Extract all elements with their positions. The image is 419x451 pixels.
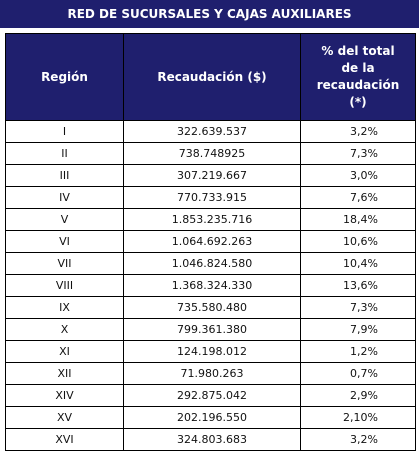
column-header-text: % del total de la recaudación (*) [316,44,400,109]
table-cell: 1.046.824.580 [123,252,301,275]
table-row: XIV 292.875.042 2,9% [5,384,416,407]
table-cell: 7,3% [300,142,416,165]
table-cell: XII [5,362,124,385]
table-cell: XVI [5,428,124,451]
table-cell: 322.639.537 [123,120,301,143]
table-cell: X [5,318,124,341]
table-cell: IV [5,186,124,209]
table-cell: 7,9% [300,318,416,341]
table-cell: II [5,142,124,165]
table-cell: 10,4% [300,252,416,275]
header-row: Región Recaudación ($) % del total de la r… [5,33,416,121]
table-cell: 3,2% [300,428,416,451]
table-cell: 292.875.042 [123,384,301,407]
column-header-text: Región [41,70,88,84]
table-cell: 770.733.915 [123,186,301,209]
table-row: VI 1.064.692.263 10,6% [5,230,416,253]
column-header-text: Recaudación ($) [157,70,267,84]
column-header: % del total de la recaudación (*) [300,33,416,121]
table-cell: 13,6% [300,274,416,297]
table-row: IV 770.733.915 7,6% [5,186,416,209]
table-cell: 735.580.480 [123,296,301,319]
table-cell: 71.980.263 [123,362,301,385]
table-row: V 1.853.235.716 18,4% [5,208,416,231]
table-cell: 202.196.550 [123,406,301,429]
table-cell: 2,10% [300,406,416,429]
table-row: X 799.361.380 7,9% [5,318,416,341]
column-header: Recaudación ($) [123,33,301,121]
table-cell: 7,6% [300,186,416,209]
table-cell: XIV [5,384,124,407]
table-cell: 7,3% [300,296,416,319]
table-row: IX 735.580.480 7,3% [5,296,416,319]
table-row: III 307.219.667 3,0% [5,164,416,187]
table-cell: XV [5,406,124,429]
table-cell: 10,6% [300,230,416,253]
table-cell: 18,4% [300,208,416,231]
table-row: XVI 324.803.683 3,2% [5,428,416,451]
table-cell: 1,2% [300,340,416,363]
table-cell: 3,0% [300,164,416,187]
column-header: Región [5,33,124,121]
table-row: VII 1.046.824.580 10,4% [5,252,416,275]
table-cell: VII [5,252,124,275]
table-cell: 738.748925 [123,142,301,165]
table-cell: 799.361.380 [123,318,301,341]
table-cell: IX [5,296,124,319]
table-cell: 124.198.012 [123,340,301,363]
table-cell: 1.064.692.263 [123,230,301,253]
table-cell: 307.219.667 [123,164,301,187]
table-cell: 1.853.235.716 [123,208,301,231]
table-cell: 324.803.683 [123,428,301,451]
table-row: I 322.639.537 3,2% [5,120,416,143]
table-cell: 3,2% [300,120,416,143]
table-cell: 0,7% [300,362,416,385]
table-cell: 2,9% [300,384,416,407]
data-table: Región Recaudación ($) % del total de la r… [5,33,416,451]
table-cell: III [5,164,124,187]
table-body: I 322.639.537 3,2% II 738.748925 7,3% III 307.2… [5,120,416,451]
table-row: VIII 1.368.324.330 13,6% [5,274,416,297]
table-row: XV 202.196.550 2,10% [5,406,416,429]
table-cell: VIII [5,274,124,297]
table-row: XII 71.980.263 0,7% [5,362,416,385]
table-cell: VI [5,230,124,253]
table-cell: I [5,120,124,143]
table-row: XI 124.198.012 1,2% [5,340,416,363]
table-cell: 1.368.324.330 [123,274,301,297]
table-cell: XI [5,340,124,363]
title-bar: RED DE SUCURSALES Y CAJAS AUXILIARES [0,0,419,28]
table-cell: V [5,208,124,231]
table-row: II 738.748925 7,3% [5,142,416,165]
